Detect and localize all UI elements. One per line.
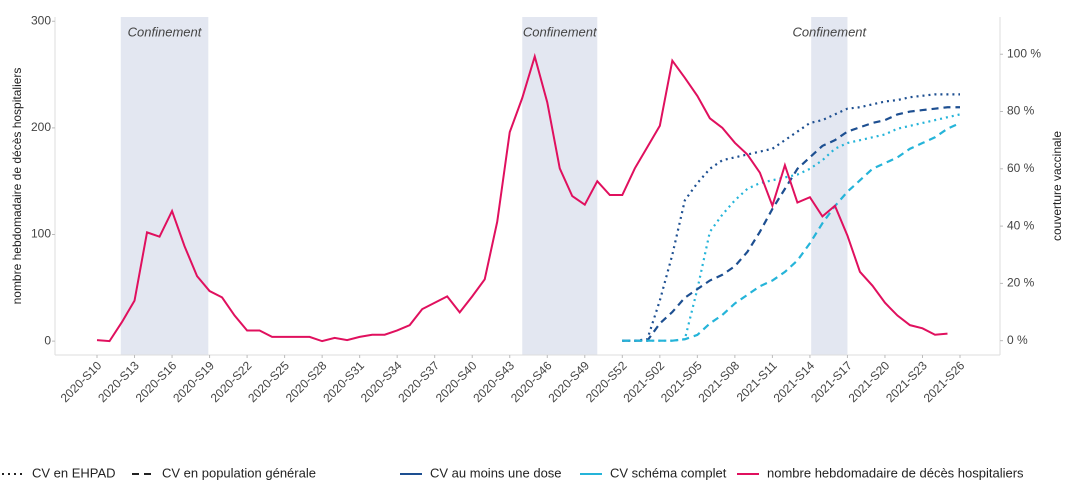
legend-label: CV en EHPAD	[32, 465, 116, 480]
annotation: Confinement	[523, 24, 598, 39]
legend-label: CV en population générale	[162, 465, 316, 480]
y2-axis-title: couverture vaccinale	[1050, 131, 1064, 241]
y-tick-label: 0	[44, 333, 51, 347]
legend-label: CV au moins une dose	[430, 465, 562, 480]
y-axis-title: nombre hebdomadaire de décès hospitalier…	[10, 68, 24, 305]
x-tick-label: 2021-S08	[696, 358, 743, 405]
annotation: Confinement	[128, 24, 203, 39]
y2-tick-label: 100 %	[1007, 46, 1041, 60]
y2-tick-label: 40 %	[1007, 218, 1035, 232]
series-line	[622, 93, 960, 342]
annotation: Confinement	[792, 24, 867, 39]
y2-tick-label: 0 %	[1007, 333, 1028, 347]
legend-label: CV schéma complet	[610, 465, 727, 480]
shaded-region	[811, 17, 848, 355]
y-tick-label: 100	[31, 227, 51, 241]
series-line	[622, 106, 960, 342]
series-line	[622, 121, 961, 342]
shaded-region	[120, 17, 209, 355]
y2-tick-label: 60 %	[1007, 161, 1035, 175]
y2-tick-label: 20 %	[1007, 276, 1035, 290]
legend-label: nombre hebdomadaire de décès hospitalier…	[767, 465, 1024, 480]
y-tick-label: 200	[31, 120, 51, 134]
series-line	[96, 52, 948, 343]
shaded-region	[522, 17, 598, 355]
y2-tick-label: 80 %	[1007, 104, 1035, 118]
y-tick-label: 300	[31, 13, 51, 27]
x-tick-label: 2021-S26	[921, 358, 968, 405]
